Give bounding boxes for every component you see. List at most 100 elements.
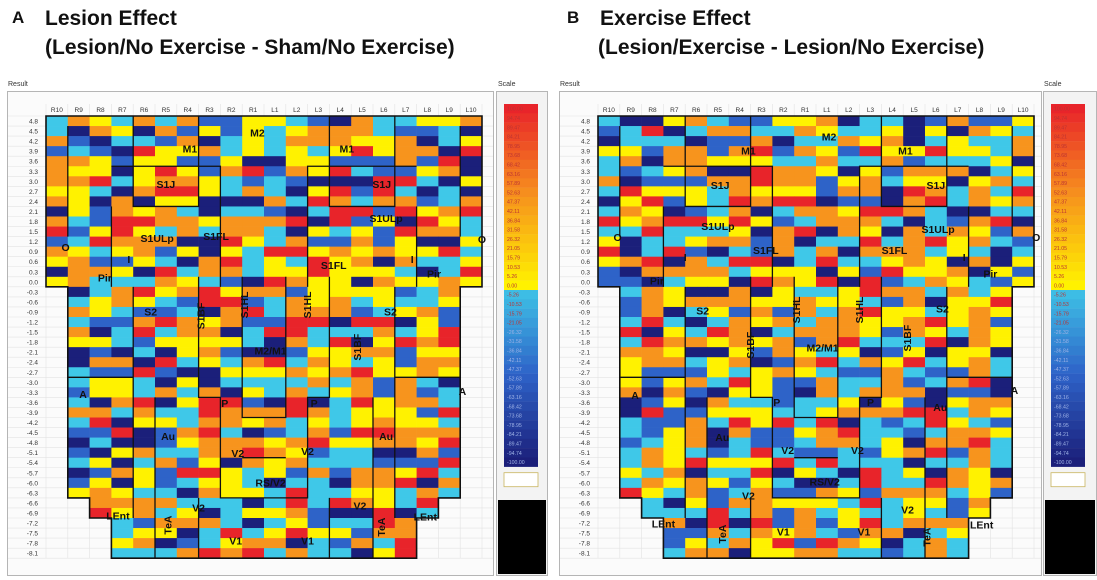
heat-cell <box>89 457 112 469</box>
heat-cell <box>176 538 199 549</box>
heat-cell <box>285 156 308 167</box>
heat-cell <box>837 126 860 137</box>
heat-cell <box>816 226 839 237</box>
heat-cell <box>881 337 904 348</box>
heat-cell <box>176 276 199 288</box>
scale-swatch <box>1051 336 1085 346</box>
heat-cell <box>728 437 751 448</box>
heat-cell <box>859 256 882 268</box>
heat-cell <box>641 306 664 318</box>
scale-swatch <box>1051 252 1085 263</box>
heat-cell <box>707 206 730 217</box>
heat-cell <box>220 477 243 489</box>
heat-cell <box>89 306 112 318</box>
heat-cell <box>67 266 90 278</box>
heat-cell <box>903 437 926 448</box>
heat-cell <box>619 216 642 227</box>
heat-cell <box>133 507 156 519</box>
heat-cell <box>925 146 948 157</box>
heat-cell <box>264 397 287 408</box>
heat-cell <box>925 487 948 499</box>
heat-cell <box>707 357 730 368</box>
heat-cell <box>198 216 221 227</box>
heat-cell <box>285 427 308 438</box>
region-label: V2 <box>301 446 314 458</box>
row-header: 3.9 <box>29 149 38 156</box>
heat-cell <box>685 136 708 147</box>
heat-cell <box>794 387 817 398</box>
heat-cell <box>728 327 751 338</box>
column-header: R4 <box>184 107 193 114</box>
heat-cell <box>307 306 330 318</box>
heat-cell <box>198 387 221 398</box>
heat-cell <box>67 447 90 458</box>
heat-cell <box>772 256 795 268</box>
heat-cell <box>155 196 178 207</box>
heat-cell <box>663 286 686 298</box>
heat-cell <box>133 417 156 428</box>
heat-cell <box>859 497 882 509</box>
heat-cell <box>198 377 221 388</box>
scale-value: -21.05 <box>507 321 522 327</box>
heat-cell <box>1012 186 1035 197</box>
scale-black-box <box>498 500 546 574</box>
scale-value: 0.00 <box>507 283 517 289</box>
heat-cell <box>176 528 199 539</box>
heat-cell <box>968 397 991 408</box>
scale-value: -36.84 <box>507 348 522 354</box>
heat-cell <box>198 357 221 368</box>
heat-cell <box>416 357 439 368</box>
heat-cell <box>89 196 112 207</box>
heat-cell <box>460 216 483 227</box>
heat-cell <box>307 226 330 237</box>
region-label: M2 <box>822 132 837 144</box>
row-header: -4.5 <box>579 430 591 437</box>
heat-cell <box>946 216 969 227</box>
heat-cell <box>111 367 134 378</box>
heat-cell <box>946 538 969 549</box>
region-label: A <box>631 390 639 402</box>
heat-cell <box>728 256 751 268</box>
heat-cell <box>176 126 199 137</box>
heat-cell <box>750 407 773 418</box>
heat-cell <box>881 477 904 489</box>
heat-cell <box>728 196 751 207</box>
heat-cell <box>837 156 860 167</box>
heat-cell <box>837 146 860 157</box>
region-label: Au <box>161 431 175 443</box>
heat-cell <box>837 377 860 388</box>
heat-cell <box>925 467 948 479</box>
scale-swatch <box>504 317 538 328</box>
heat-cell <box>750 276 773 288</box>
heat-cell <box>220 256 243 268</box>
heat-cell <box>728 497 751 509</box>
heat-cell <box>155 306 178 318</box>
region-label: A <box>459 386 467 398</box>
heat-cell <box>89 437 112 448</box>
heat-cell <box>946 276 969 288</box>
region-label: TeA <box>376 517 388 536</box>
heat-cell <box>925 377 948 388</box>
panel-a: Result R10 R9 R8 R7 R6 R5 R4 R3 R2 R1 L1 L2 L3 L4 L5 L6… <box>4 80 548 576</box>
heat-cell <box>198 246 221 257</box>
heat-cell <box>285 387 308 398</box>
heat-cell <box>728 417 751 428</box>
heat-cell <box>728 226 751 237</box>
heat-cell <box>46 156 69 167</box>
scale-swatch <box>504 420 538 430</box>
region-boundary <box>241 276 287 419</box>
heat-cell <box>460 226 483 237</box>
heat-cell <box>816 156 839 167</box>
heat-cell <box>438 276 461 288</box>
row-header: -7.2 <box>579 521 591 528</box>
heat-cell <box>837 477 860 489</box>
heat-cell <box>990 317 1013 328</box>
heat-cell <box>816 196 839 207</box>
heat-cell <box>264 347 287 358</box>
heat-cell <box>111 337 134 348</box>
heat-cell <box>837 136 860 147</box>
scale-value: 42.11 <box>507 209 520 215</box>
heat-cell <box>285 216 308 227</box>
heat-cell <box>133 497 156 509</box>
scale-value: -78.95 <box>1054 423 1069 429</box>
